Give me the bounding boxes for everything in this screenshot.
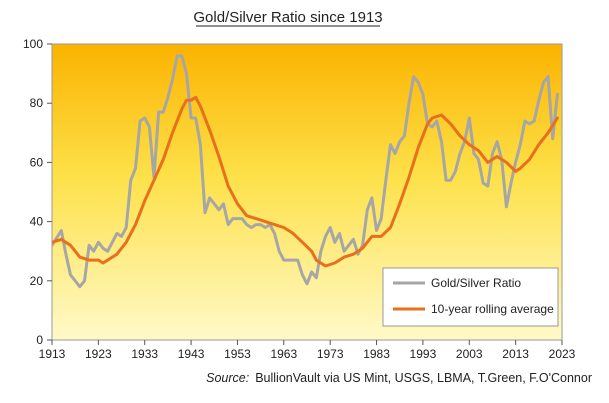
y-tick-label: 100	[23, 37, 43, 51]
x-tick-label: 2003	[456, 347, 483, 361]
x-tick-label: 1943	[178, 347, 205, 361]
x-tick-label: 1963	[270, 347, 297, 361]
y-axis: 0 20 40 60 80 100	[23, 37, 52, 347]
x-tick-label: 1923	[85, 347, 112, 361]
source-note: Source: BullionVault via US Mint, USGS, L…	[206, 371, 592, 385]
x-axis: 1913 1923 1933 1943 1953 1963 1973 1983 1993 2003…	[39, 340, 576, 361]
legend-label-rolling-average: 10-year rolling average	[431, 302, 554, 316]
chart-title: Gold/Silver Ratio since 1913	[193, 9, 382, 26]
legend-label-gold-silver-ratio: Gold/Silver Ratio	[431, 276, 521, 290]
series-layer	[52, 54, 559, 289]
y-tick-label: 0	[36, 333, 43, 347]
series-line-rolling-average	[52, 95, 559, 268]
x-tick-label: 1913	[39, 347, 66, 361]
source-label: Source:	[206, 371, 249, 385]
x-tick-label: 2013	[502, 347, 529, 361]
x-tick-label: 2023	[549, 347, 576, 361]
x-tick-label: 1953	[224, 347, 251, 361]
series-line-gold-silver-ratio	[52, 54, 559, 289]
x-tick-label: 1983	[363, 347, 390, 361]
y-tick-label: 80	[30, 96, 44, 110]
x-tick-label: 1993	[410, 347, 437, 361]
legend-box	[382, 267, 559, 327]
legend: Gold/Silver Ratio 10-year rolling averag…	[382, 267, 559, 327]
y-tick-label: 60	[30, 155, 44, 169]
x-tick-label: 1933	[131, 347, 158, 361]
y-tick-label: 40	[30, 215, 44, 229]
source-text: BullionVault via US Mint, USGS, LBMA, T.…	[255, 371, 592, 385]
x-tick-label: 1973	[317, 347, 344, 361]
y-tick-label: 20	[30, 274, 44, 288]
